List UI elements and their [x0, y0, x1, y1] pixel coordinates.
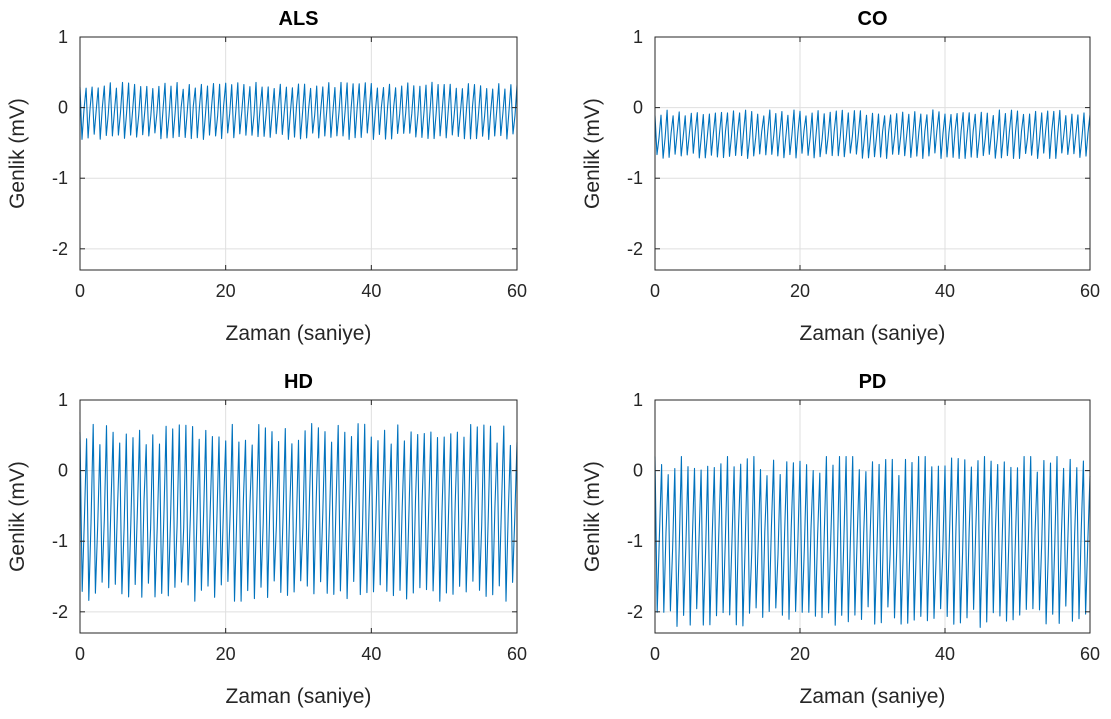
y-tick-label: 0 [633, 461, 643, 481]
y-tick-label: -1 [627, 531, 643, 551]
x-tick-label: 60 [507, 281, 527, 301]
y-tick-label: -2 [52, 602, 68, 622]
chart-title: PD [859, 371, 887, 393]
plot-co: 0 20 40 60 1 0 -1 -2 CO Zaman (saniye) Genlik (mV) [581, 8, 1100, 345]
y-axis-label: Genlik (mV) [581, 98, 604, 209]
x-tick-label: 40 [935, 281, 955, 301]
y-tick-label: 1 [633, 390, 643, 410]
plot-pd: 0 20 40 60 1 0 -1 -2 PD Zaman (saniye) Genlik (mV) [581, 371, 1100, 708]
y-tick-label: -1 [627, 168, 643, 188]
x-axis-label: Zaman (saniye) [800, 685, 946, 708]
series-als-line [79, 81, 518, 140]
y-tick-label: -1 [52, 168, 68, 188]
plot-frame [79, 399, 518, 634]
y-axis-label: Genlik (mV) [581, 461, 604, 572]
x-axis-label: Zaman (saniye) [226, 685, 372, 708]
y-tick-label: -2 [627, 602, 643, 622]
y-tick-label: 1 [58, 390, 68, 410]
plot-frame [654, 36, 1091, 271]
x-tick-label: 20 [216, 644, 236, 664]
chart-title: CO [858, 8, 888, 30]
x-tick-label: 0 [75, 644, 85, 664]
y-tick-label: 0 [58, 461, 68, 481]
y-tick-label: 1 [58, 27, 68, 47]
x-tick-label: 40 [935, 644, 955, 664]
y-tick-label: -1 [52, 531, 68, 551]
series-hd-line [79, 423, 518, 602]
plot-area [654, 36, 1091, 271]
y-axis-label: Genlik (mV) [6, 461, 29, 572]
y-tick-label: -2 [627, 239, 643, 259]
x-tick-label: 60 [1080, 281, 1100, 301]
y-tick-label: 0 [633, 98, 643, 118]
series-co-line [654, 109, 1091, 159]
x-tick-label: 60 [1080, 644, 1100, 664]
plot-area [654, 399, 1091, 634]
x-tick-label: 60 [507, 644, 527, 664]
y-tick-label: 1 [633, 27, 643, 47]
y-tick-label: 0 [58, 98, 68, 118]
plot-frame [79, 36, 518, 271]
x-tick-label: 0 [650, 281, 660, 301]
x-tick-label: 0 [650, 644, 660, 664]
x-tick-label: 20 [216, 281, 236, 301]
chart-title: HD [284, 371, 313, 393]
chart-title: ALS [279, 8, 319, 30]
x-axis-label: Zaman (saniye) [226, 322, 372, 345]
x-tick-label: 20 [790, 644, 810, 664]
y-tick-label: -2 [52, 239, 68, 259]
x-tick-label: 40 [361, 644, 381, 664]
x-tick-label: 40 [361, 281, 381, 301]
plot-area [79, 36, 518, 271]
plot-als: 0 20 40 60 1 0 -1 -2 ALS Zaman (saniye) Genlik (mV… [6, 8, 527, 345]
x-tick-label: 20 [790, 281, 810, 301]
plot-frame [654, 399, 1091, 634]
x-tick-label: 0 [75, 281, 85, 301]
series-pd-line [654, 455, 1091, 628]
x-axis-label: Zaman (saniye) [800, 322, 946, 345]
y-axis-label: Genlik (mV) [6, 98, 29, 209]
plot-hd: 0 20 40 60 1 0 -1 -2 HD Zaman (saniye) Genlik (mV) [6, 371, 527, 708]
